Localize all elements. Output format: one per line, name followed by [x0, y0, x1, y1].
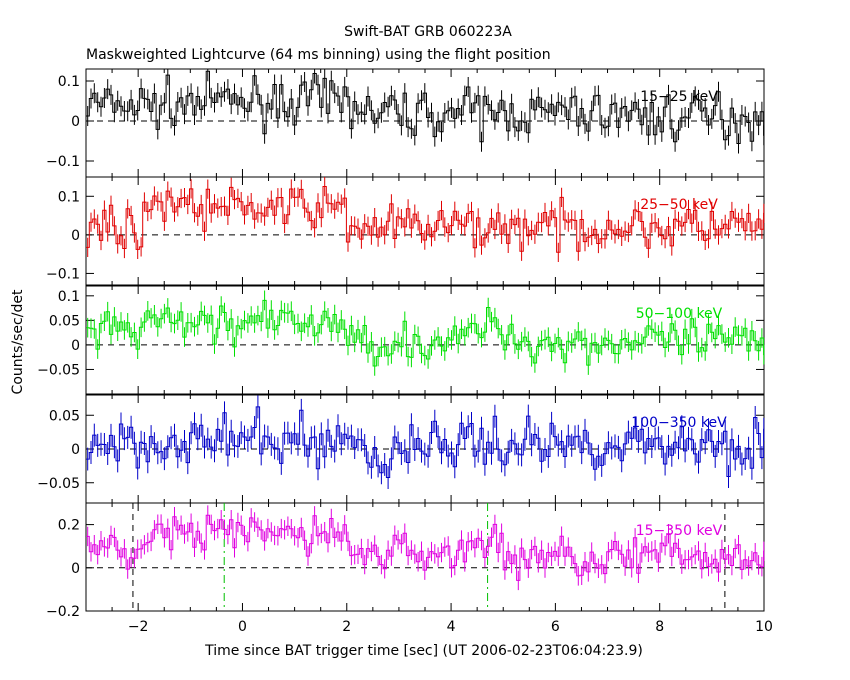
- panels-group: 0.1 0 −0.1 15−25 keV 0.1 0 −0.1 25−50 keV 0.1 0.0…: [37, 68, 773, 635]
- series-line: [86, 299, 765, 367]
- panel-5: 0.2 0 −0.2 15−350 keV −2 0 2 4 6 8 10: [46, 502, 773, 635]
- x-tick-label: 10: [755, 619, 773, 635]
- series-line: [86, 514, 765, 581]
- y-tick-label: −0.1: [46, 154, 80, 170]
- series-line: [86, 406, 765, 478]
- y-tick-label: 0.1: [58, 189, 80, 205]
- x-tick-label: 0: [238, 619, 247, 635]
- band-label: 15−350 keV: [636, 523, 723, 539]
- error-bars: [87, 505, 765, 591]
- panel-3: 0.1 0.05 0 −0.05 50−100 keV: [37, 285, 765, 395]
- x-tick-label: 4: [447, 619, 456, 635]
- y-tick-label: −0.05: [37, 362, 80, 378]
- chart-title: Swift-BAT GRB 060223A: [344, 24, 512, 40]
- band-label: 25−50 keV: [640, 197, 718, 213]
- x-tick-label: 6: [551, 619, 560, 635]
- series-line: [86, 70, 765, 144]
- y-tick-label: 0.05: [49, 408, 80, 424]
- band-label: 15−25 keV: [640, 89, 718, 105]
- panel-frame: [85, 502, 765, 612]
- y-tick-label: −0.2: [46, 604, 80, 620]
- chart-subtitle: Maskweighted Lightcurve (64 ms binning) …: [86, 47, 551, 63]
- y-tick-label: 0: [71, 561, 80, 577]
- x-axis-label: Time since BAT trigger time [sec] (UT 20…: [204, 643, 643, 659]
- y-tick-label: 0.1: [58, 74, 80, 90]
- panel-2: 0.1 0 −0.1 25−50 keV: [46, 176, 765, 286]
- y-tick-label: 0.1: [58, 289, 80, 305]
- band-label: 50−100 keV: [636, 306, 723, 322]
- band-label: 100−350 keV: [631, 415, 727, 431]
- y-tick-label: 0.2: [58, 518, 80, 534]
- y-axis-label: Counts/sec/det: [10, 289, 26, 394]
- x-tick-label: 2: [342, 619, 351, 635]
- error-bars: [87, 69, 765, 154]
- y-tick-label: 0: [71, 338, 80, 354]
- x-tick-label: 8: [655, 619, 664, 635]
- y-tick-label: 0: [71, 114, 80, 130]
- y-tick-label: −0.05: [37, 476, 80, 492]
- y-tick-label: 0.05: [49, 313, 80, 329]
- x-tick-label: −2: [128, 619, 149, 635]
- y-tick-label: 0: [71, 228, 80, 244]
- y-tick-label: 0: [71, 442, 80, 458]
- panel-1: 0.1 0 −0.1 15−25 keV: [46, 68, 765, 178]
- y-tick-label: −0.1: [46, 266, 80, 282]
- error-bars: [87, 290, 765, 376]
- panel-4: 0.05 0 −0.05 100−350 keV: [37, 394, 765, 504]
- series-line: [86, 186, 765, 253]
